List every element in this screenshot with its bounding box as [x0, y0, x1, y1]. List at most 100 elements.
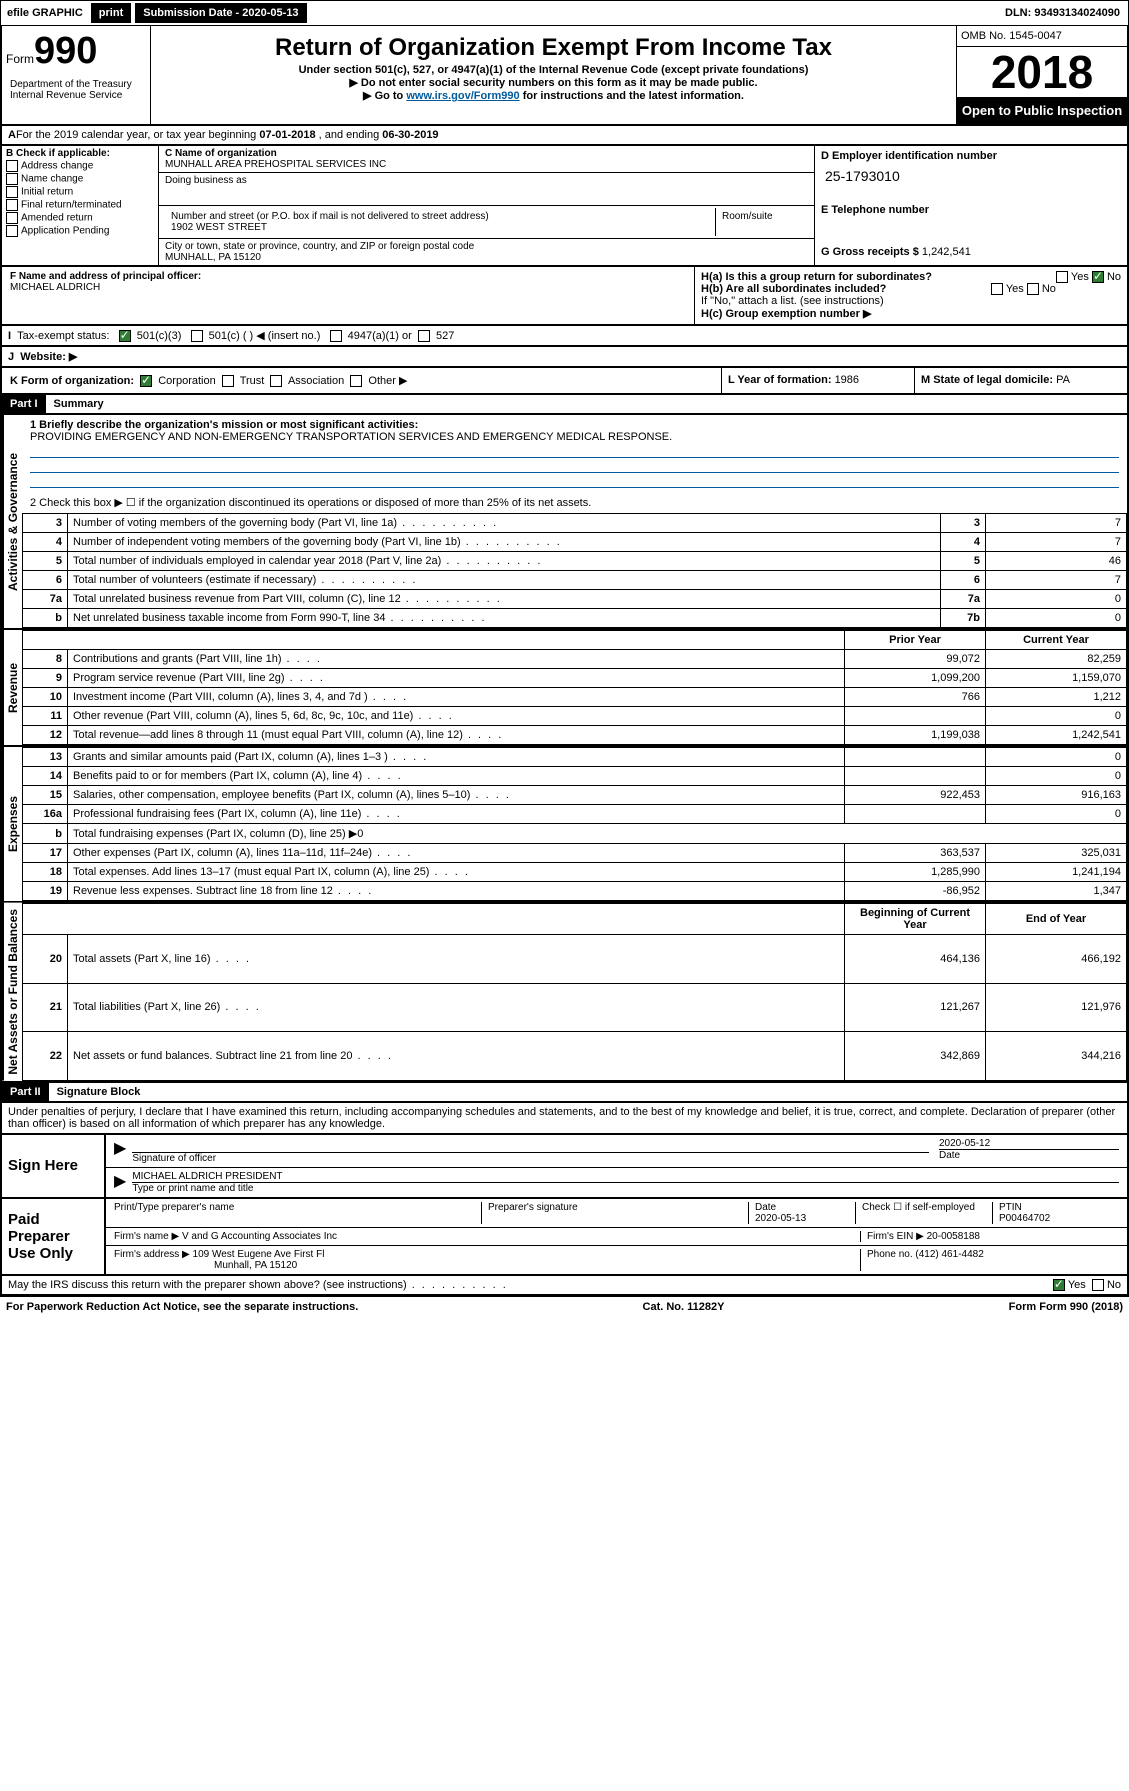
- cb-label: Address change: [21, 161, 93, 172]
- sig-officer-label: Signature of officer: [132, 1153, 929, 1164]
- table-row: 15Salaries, other compensation, employee…: [23, 786, 1127, 805]
- gov-table: 3Number of voting members of the governi…: [22, 513, 1127, 628]
- table-row: 18Total expenses. Add lines 13–17 (must …: [23, 863, 1127, 882]
- q2-text: 2 Check this box ▶ ☐ if the organization…: [22, 492, 1127, 513]
- city-block: City or town, state or province, country…: [159, 239, 814, 265]
- efile-label: efile GRAPHIC: [1, 3, 89, 23]
- table-row: 3Number of voting members of the governi…: [23, 514, 1127, 533]
- cb-other[interactable]: [350, 375, 362, 387]
- form-ref-val: Form 990 (2018): [1039, 1301, 1123, 1313]
- cb-501c[interactable]: [191, 330, 203, 342]
- firm-ein: 20-0058188: [927, 1231, 980, 1242]
- officer-name: MICHAEL ALDRICH: [10, 282, 686, 293]
- sub3a: ▶ Go to: [363, 90, 406, 102]
- subtitle-1: Under section 501(c), 527, or 4947(a)(1)…: [157, 64, 950, 76]
- paid-preparer-block: Paid Preparer Use Only Print/Type prepar…: [0, 1199, 1129, 1276]
- form-number-block: Form990 Department of the Treasury Inter…: [2, 26, 151, 124]
- box-m: M State of legal domicile: PA: [914, 368, 1127, 393]
- q1-label: 1 Briefly describe the organization's mi…: [30, 419, 1119, 431]
- prep-date: Date 2020-05-13: [748, 1202, 855, 1224]
- cb-name-change[interactable]: Name change: [6, 173, 154, 185]
- phone-label: Phone no.: [867, 1249, 915, 1260]
- sig-officer-line: ▶ Signature of officer 2020-05-12 Date: [106, 1135, 1127, 1168]
- form-big: 990: [34, 30, 97, 72]
- part-i-badge: Part I: [2, 395, 46, 413]
- cb-label: Application Pending: [21, 226, 109, 237]
- preparer-row1: Print/Type preparer's name Preparer's si…: [106, 1199, 1127, 1228]
- cb-amended[interactable]: Amended return: [6, 212, 154, 224]
- m-label: M State of legal domicile:: [921, 374, 1056, 386]
- table-row: 8Contributions and grants (Part VIII, li…: [23, 650, 1127, 669]
- box-deg: D Employer identification number 25-1793…: [814, 146, 1127, 265]
- tax-status-label: Tax-exempt status:: [17, 330, 109, 342]
- firm-addr2: Munhall, PA 15120: [114, 1260, 297, 1271]
- table-row: 13Grants and similar amounts paid (Part …: [23, 748, 1127, 767]
- cb-label: Final return/terminated: [21, 200, 122, 211]
- type-label: Type or print name and title: [132, 1183, 1119, 1194]
- sign-here-label: Sign Here: [2, 1135, 106, 1197]
- opt-other: Other ▶: [368, 375, 407, 387]
- form990-link[interactable]: www.irs.gov/Form990: [406, 90, 519, 102]
- pra-notice: For Paperwork Reduction Act Notice, see …: [6, 1301, 358, 1313]
- cb-corp[interactable]: [140, 375, 152, 387]
- subtitle-3: ▶ Go to www.irs.gov/Form990 for instruct…: [157, 89, 950, 102]
- city-value: MUNHALL, PA 15120: [165, 252, 808, 263]
- form-small: Form: [6, 52, 34, 66]
- cb-pending[interactable]: Application Pending: [6, 225, 154, 237]
- opt-501c: 501(c) ( ) ◀ (insert no.): [209, 330, 321, 342]
- cb-discuss-no[interactable]: [1092, 1279, 1104, 1291]
- period-row: AFor the 2019 calendar year, or tax year…: [0, 126, 1129, 146]
- expenses-section: Expenses 13Grants and similar amounts pa…: [0, 747, 1129, 903]
- part-i-header: Part I Summary: [0, 395, 1129, 415]
- cb-label: Name change: [21, 174, 83, 185]
- cb-label: Initial return: [21, 187, 73, 198]
- prep-date-value: 2020-05-13: [755, 1213, 855, 1224]
- street-block: Number and street (or P.O. box if mail i…: [159, 206, 814, 239]
- phone-label: E Telephone number: [821, 204, 1121, 216]
- form-header: Form990 Department of the Treasury Inter…: [0, 26, 1129, 126]
- cb-trust[interactable]: [222, 375, 234, 387]
- right-header: OMB No. 1545-0047 2018 Open to Public In…: [956, 26, 1127, 124]
- cb-discuss-yes[interactable]: [1053, 1279, 1065, 1291]
- omb-number: OMB No. 1545-0047: [957, 26, 1127, 47]
- box-i: I Tax-exempt status: 501(c)(3) 501(c) ( …: [0, 326, 1129, 347]
- cb-initial-return[interactable]: Initial return: [6, 186, 154, 198]
- cb-final-return[interactable]: Final return/terminated: [6, 199, 154, 211]
- self-employed-check: Check ☐ if self-employed: [855, 1202, 992, 1224]
- perjury-declaration: Under penalties of perjury, I declare th…: [0, 1103, 1129, 1135]
- k-label: K Form of organization:: [10, 375, 134, 387]
- table-row: bTotal fundraising expenses (Part IX, co…: [23, 824, 1127, 844]
- table-row: 16aProfessional fundraising fees (Part I…: [23, 805, 1127, 824]
- cb-527[interactable]: [418, 330, 430, 342]
- box-l: L Year of formation: 1986: [721, 368, 914, 393]
- room-label: Room/suite: [715, 208, 808, 236]
- yes-label: Yes: [1006, 283, 1024, 295]
- table-row: 17Other expenses (Part IX, column (A), l…: [23, 844, 1127, 863]
- box-h: H(a) Is this a group return for subordin…: [694, 267, 1127, 324]
- ha-label: H(a) Is this a group return for subordin…: [701, 271, 932, 283]
- no-label: No: [1107, 1279, 1121, 1291]
- cb-4947[interactable]: [330, 330, 342, 342]
- table-row: 19Revenue less expenses. Subtract line 1…: [23, 882, 1127, 901]
- officer-label: F Name and address of principal officer:: [10, 271, 686, 282]
- table-row: 7aTotal unrelated business revenue from …: [23, 590, 1127, 609]
- no-label: No: [1107, 271, 1121, 283]
- prep-sig-label: Preparer's signature: [481, 1202, 748, 1224]
- box-f: F Name and address of principal officer:…: [2, 267, 694, 324]
- print-button[interactable]: print: [91, 3, 131, 23]
- no-label: No: [1042, 283, 1056, 295]
- city-label: City or town, state or province, country…: [165, 241, 808, 252]
- l-value: 1986: [835, 374, 859, 386]
- box-j: J Website: ▶: [0, 347, 1129, 368]
- table-row: 12Total revenue—add lines 8 through 11 (…: [23, 726, 1127, 745]
- box-k: K Form of organization: Corporation Trus…: [2, 368, 721, 393]
- table-row: 5Total number of individuals employed in…: [23, 552, 1127, 571]
- subdate-label: Submission Date -: [143, 7, 242, 19]
- cb-address-change[interactable]: Address change: [6, 160, 154, 172]
- firm-addr-label: Firm's address ▶: [114, 1249, 193, 1260]
- cb-501c3[interactable]: [119, 330, 131, 342]
- part-ii-title: Signature Block: [49, 1086, 141, 1098]
- dln-value: 93493134024090: [1034, 7, 1120, 19]
- cb-assoc[interactable]: [270, 375, 282, 387]
- officer-typed: MICHAEL ALDRICH PRESIDENT: [132, 1171, 1119, 1183]
